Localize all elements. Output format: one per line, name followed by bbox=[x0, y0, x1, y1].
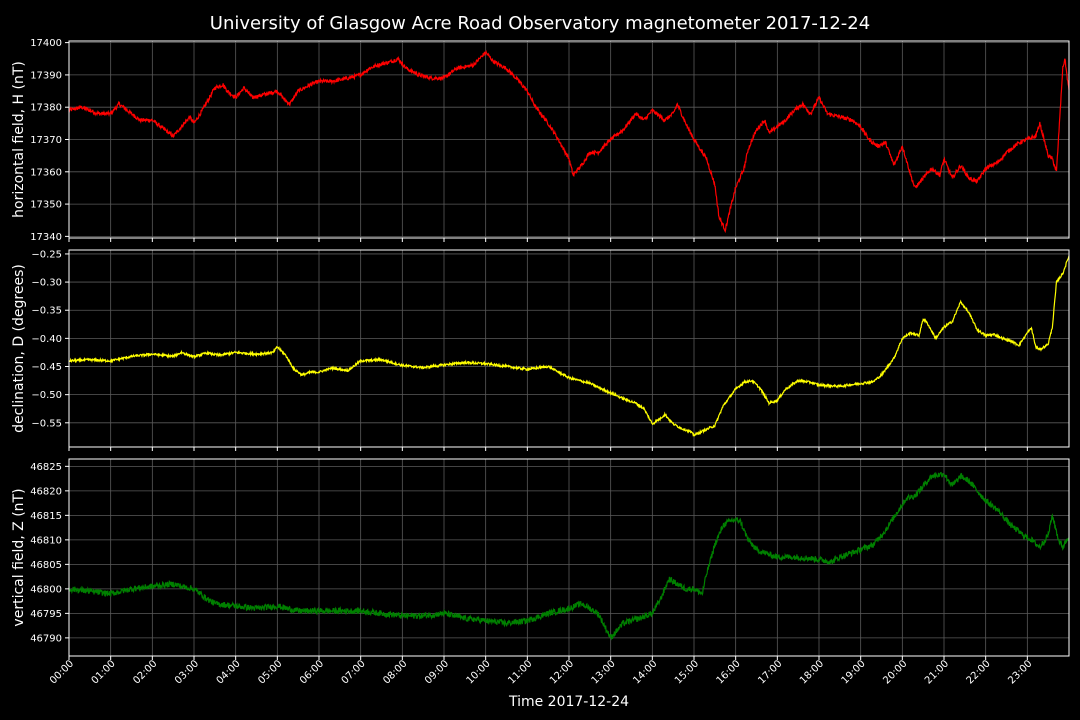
chart-title: University of Glasgow Acre Road Observat… bbox=[210, 13, 870, 34]
y-tick-label: 46820 bbox=[30, 486, 62, 497]
x-tick-label: 16:00 bbox=[715, 658, 743, 686]
y-axis-label: vertical field, Z (nT) bbox=[11, 488, 27, 626]
y-axis-label: declination, D (degrees) bbox=[11, 264, 27, 433]
y-tick-label: 17390 bbox=[30, 70, 62, 81]
x-tick-label: 18:00 bbox=[798, 658, 826, 686]
panel-horizontal-field: 17340 17350 17360 17370 17380 17390 17400 horiz… bbox=[11, 38, 1070, 243]
y-tick-label: −0.40 bbox=[31, 334, 62, 345]
y-tick-label: 17360 bbox=[30, 167, 62, 178]
y-tick-label: 46825 bbox=[30, 462, 62, 473]
x-tick-label: 13:00 bbox=[590, 658, 618, 686]
x-tick-label: 07:00 bbox=[340, 658, 368, 686]
x-tick-label: 23:00 bbox=[1006, 658, 1034, 686]
y-tick-label: 46790 bbox=[30, 633, 62, 644]
y-tick-label: −0.35 bbox=[31, 306, 62, 317]
y-tick-label: 46815 bbox=[30, 511, 62, 522]
y-tick-label: 46795 bbox=[30, 609, 62, 620]
plot-frame bbox=[68, 458, 1070, 657]
x-tick-label: 22:00 bbox=[965, 658, 993, 686]
series-line-vertical-field bbox=[68, 471, 1070, 641]
y-tick-label: 17370 bbox=[30, 135, 62, 146]
x-tick-label: 05:00 bbox=[256, 658, 284, 686]
x-tick-label: 03:00 bbox=[173, 658, 201, 686]
x-tick-label: 17:00 bbox=[756, 658, 784, 686]
x-tick-label: 15:00 bbox=[673, 658, 701, 686]
y-tick-label: 17380 bbox=[30, 103, 62, 114]
y-tick-label: 46800 bbox=[30, 584, 62, 595]
plot-frame bbox=[68, 40, 1070, 239]
y-tick-label: 46805 bbox=[30, 560, 62, 571]
x-tick-label: 20:00 bbox=[881, 658, 909, 686]
x-tick-label: 09:00 bbox=[423, 658, 451, 686]
y-tick-label: −0.25 bbox=[31, 249, 62, 260]
x-tick-label: 10:00 bbox=[465, 658, 493, 686]
y-axis-label: horizontal field, H (nT) bbox=[11, 61, 27, 218]
series-line-horizontal-field bbox=[68, 49, 1070, 234]
y-tick-label: −0.45 bbox=[31, 362, 62, 373]
grid-lines bbox=[68, 41, 1069, 238]
series-line-declination bbox=[68, 255, 1070, 437]
panel-declination: −0.55 −0.50 −0.45 −0.40 −0.35 −0.30 −0.25 decli… bbox=[11, 249, 1070, 451]
y-tick-label: 17350 bbox=[30, 200, 62, 211]
y-tick-label: 17340 bbox=[30, 232, 62, 243]
y-tick-label: −0.30 bbox=[31, 278, 62, 289]
panel-vertical-field: 46790 46795 46800 46805 46810 46815 46820 46825… bbox=[11, 458, 1070, 660]
x-tick-label: 19:00 bbox=[840, 658, 868, 686]
x-tick-label: 11:00 bbox=[506, 658, 534, 686]
x-tick-label: 00:00 bbox=[48, 658, 76, 686]
x-tick-label: 14:00 bbox=[631, 658, 659, 686]
x-tick-label: 02:00 bbox=[131, 658, 159, 686]
y-tick-label: −0.55 bbox=[31, 418, 62, 429]
y-tick-label: −0.50 bbox=[31, 390, 62, 401]
x-tick-label: 21:00 bbox=[923, 658, 951, 686]
x-axis-label: Time 2017-12-24 bbox=[508, 694, 629, 710]
y-tick-label: 46810 bbox=[30, 535, 62, 546]
x-tick-label: 08:00 bbox=[381, 658, 409, 686]
x-tick-label: 01:00 bbox=[90, 658, 118, 686]
x-tick-label: 06:00 bbox=[298, 658, 326, 686]
x-tick-label: 04:00 bbox=[215, 658, 243, 686]
plot-frame bbox=[68, 249, 1070, 448]
x-tick-label: 12:00 bbox=[548, 658, 576, 686]
y-tick-label: 17400 bbox=[30, 38, 62, 49]
